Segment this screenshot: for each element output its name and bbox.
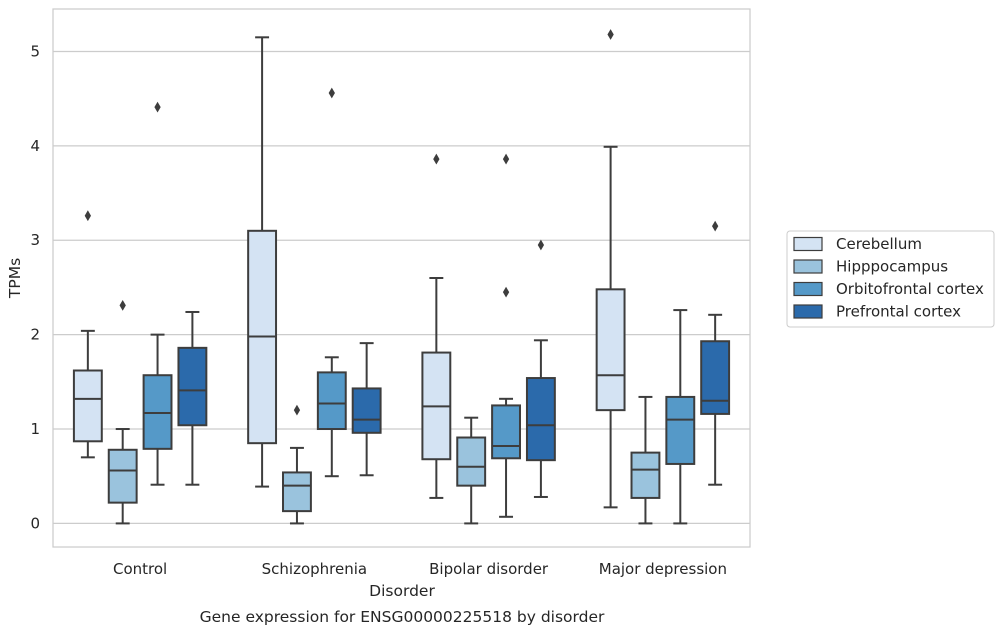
x-tick-label: Schizophrenia [262,560,367,578]
box-iqr [525,377,556,462]
box-iqr [177,346,208,427]
box [282,404,312,525]
box [72,210,103,459]
outlier-marker [433,153,440,165]
box-iqr [595,288,626,412]
outlier-marker [607,29,614,40]
y-tick-label: 5 [30,42,40,60]
box [630,395,661,525]
box-iqr [282,471,312,513]
box [525,239,556,498]
legend: Cerebellum Hipppocampus Orbitofrontal cort… [786,230,995,328]
box-iqr [351,387,382,434]
box-iqr [491,404,521,460]
box [421,153,452,499]
outlier-marker [84,210,91,222]
y-tick-label: 2 [30,326,40,344]
y-tick-label: 3 [30,231,40,249]
box-iqr [630,451,661,499]
y-tick-label: 4 [30,137,40,155]
y-tick-label: 1 [30,420,40,438]
box [107,299,138,525]
outlier-marker [502,153,510,165]
box [351,342,382,477]
box [247,36,278,488]
legend-swatch [793,304,823,319]
x-axis-label: Disorder [369,582,435,600]
outlier-marker [328,87,335,99]
outlier-marker [502,286,510,298]
chart-caption: Gene expression for ENSG00000225518 by d… [200,608,605,626]
box [595,29,626,509]
box-iqr [316,371,347,431]
box [665,309,696,525]
box-iqr [72,369,103,443]
x-tick-labels: Control Schizophrenia Bipolar disorder Majo… [113,560,727,578]
box [177,310,208,486]
plot-frame [52,8,751,548]
box [491,153,521,518]
legend-swatch [793,259,823,274]
outlier-marker [119,299,126,311]
box-group [72,29,731,525]
legend-frame [786,230,995,328]
outlier-marker [293,404,301,416]
box-iqr [700,340,731,415]
x-tick-label: Major depression [599,560,727,578]
x-tick-label: Control [113,560,167,578]
box [316,87,347,478]
box-iqr [107,448,138,504]
legend-swatch [793,236,823,252]
y-axis-label: TPMs [6,258,24,299]
x-tick-label: Bipolar disorder [429,560,549,578]
y-tick-label: 0 [30,514,40,532]
box [142,101,173,486]
legend-label: Prefrontal cortex [836,303,961,321]
box-iqr [665,395,696,465]
outlier-marker [712,220,719,232]
legend-label: Orbitofrontal cortex [836,280,984,298]
y-tick-labels: 0 1 2 3 4 5 [30,42,40,532]
outlier-marker [537,239,545,251]
legend-label: Cerebellum [836,235,922,253]
box-iqr [456,436,487,487]
legend-label: Hipppocampus [836,258,948,276]
outlier-marker [154,101,161,113]
box [700,220,731,486]
legend-swatch [793,281,823,297]
box [456,416,487,525]
